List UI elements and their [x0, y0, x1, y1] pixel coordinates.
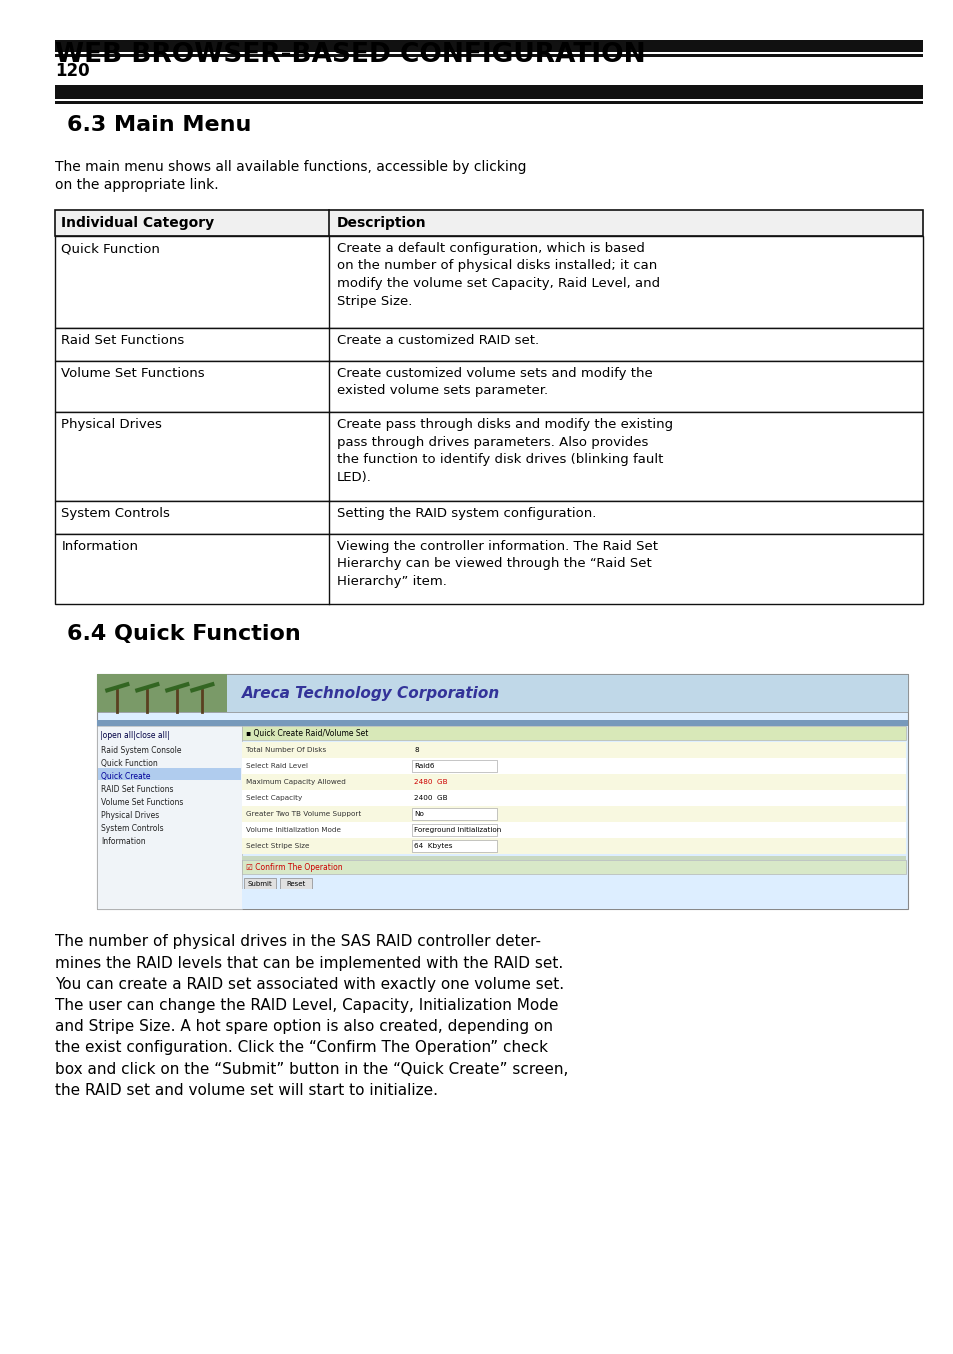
Text: Viewing the controller information. The Raid Set
Hierarchy can be viewed through: Viewing the controller information. The … — [336, 540, 658, 588]
Text: Information: Information — [61, 540, 138, 552]
Bar — [242, 890, 905, 910]
Text: Setting the RAID system configuration.: Setting the RAID system configuration. — [336, 508, 596, 520]
Bar — [55, 54, 923, 57]
Text: Areca Technology Corporation: Areca Technology Corporation — [242, 685, 500, 701]
Bar — [242, 791, 905, 806]
Text: on the appropriate link.: on the appropriate link. — [55, 177, 219, 192]
Bar — [55, 85, 923, 99]
Text: Create pass through disks and modify the existing
pass through drives parameters: Create pass through disks and modify the… — [336, 418, 672, 483]
Text: 6.4 Quick Function: 6.4 Quick Function — [68, 624, 301, 645]
Bar — [55, 412, 923, 501]
Bar — [242, 758, 905, 774]
Text: Quick Create: Quick Create — [101, 772, 151, 781]
Bar — [55, 210, 923, 236]
Text: 6.3 Main Menu: 6.3 Main Menu — [68, 115, 252, 135]
Text: Select Capacity: Select Capacity — [246, 795, 302, 802]
Text: The number of physical drives in the SAS RAID controller deter-
mines the RAID l: The number of physical drives in the SAS… — [55, 934, 568, 1098]
Text: 2400  GB: 2400 GB — [414, 795, 448, 802]
Bar — [55, 102, 923, 104]
Text: Select Stripe Size: Select Stripe Size — [246, 844, 310, 849]
Text: RAID Set Functions: RAID Set Functions — [101, 785, 173, 795]
Text: Submit: Submit — [248, 881, 273, 887]
Bar — [412, 841, 497, 852]
Text: Create a customized RAID set.: Create a customized RAID set. — [336, 334, 538, 347]
Text: |open all|close all|: |open all|close all| — [100, 731, 170, 741]
Text: ☑ Confirm The Operation: ☑ Confirm The Operation — [246, 862, 342, 872]
Bar — [55, 533, 923, 604]
Text: Quick Function: Quick Function — [61, 242, 160, 255]
Bar — [242, 774, 905, 791]
Bar — [242, 742, 905, 758]
Text: 8: 8 — [414, 747, 418, 753]
Bar — [97, 726, 242, 910]
Bar — [242, 856, 905, 860]
Text: Description: Description — [336, 217, 426, 230]
Bar — [242, 860, 905, 875]
Text: Raid Set Functions: Raid Set Functions — [61, 334, 184, 347]
Text: System Controls: System Controls — [101, 825, 164, 833]
Text: WEB BROWSER-BASED CONFIGURATION: WEB BROWSER-BASED CONFIGURATION — [55, 42, 645, 68]
Text: Create a default configuration, which is based
on the number of physical disks i: Create a default configuration, which is… — [336, 242, 659, 307]
Bar — [242, 838, 905, 854]
Text: 64  Kbytes: 64 Kbytes — [414, 844, 453, 849]
Bar — [97, 674, 907, 910]
Bar — [242, 806, 905, 822]
Text: System Controls: System Controls — [61, 508, 170, 520]
Bar — [244, 879, 276, 890]
Text: The main menu shows all available functions, accessible by clicking: The main menu shows all available functi… — [55, 160, 526, 175]
Bar — [242, 726, 905, 741]
Text: ▪ Quick Create Raid/Volume Set: ▪ Quick Create Raid/Volume Set — [246, 728, 368, 738]
Text: No: No — [414, 811, 424, 818]
Bar — [55, 328, 923, 360]
Bar — [97, 720, 907, 726]
Text: Physical Drives: Physical Drives — [61, 418, 162, 431]
Bar — [242, 822, 905, 838]
Text: 120: 120 — [55, 62, 90, 80]
Bar — [97, 674, 907, 712]
Text: Physical Drives: Physical Drives — [101, 811, 159, 821]
Bar — [412, 825, 497, 837]
Bar — [55, 501, 923, 533]
Text: Individual Category: Individual Category — [61, 217, 214, 230]
Text: Reset: Reset — [287, 881, 306, 887]
Bar — [412, 761, 497, 772]
Text: Create customized volume sets and modify the
existed volume sets parameter.: Create customized volume sets and modify… — [336, 367, 652, 397]
Text: 2480  GB: 2480 GB — [414, 780, 448, 785]
Bar — [280, 879, 312, 890]
Text: Total Number Of Disks: Total Number Of Disks — [246, 747, 326, 753]
Bar — [98, 768, 241, 780]
Text: Greater Two TB Volume Support: Greater Two TB Volume Support — [246, 811, 361, 818]
Bar — [97, 674, 227, 712]
Text: Foreground Initialization: Foreground Initialization — [414, 827, 501, 833]
Text: Maximum Capacity Allowed: Maximum Capacity Allowed — [246, 780, 346, 785]
Bar — [55, 360, 923, 412]
Text: Volume Set Functions: Volume Set Functions — [101, 799, 184, 807]
Text: Volume Set Functions: Volume Set Functions — [61, 367, 205, 379]
Text: Raid System Console: Raid System Console — [101, 746, 182, 756]
Text: Volume Initialization Mode: Volume Initialization Mode — [246, 827, 341, 833]
Text: Quick Function: Quick Function — [101, 760, 158, 768]
Bar — [55, 41, 923, 51]
Bar — [412, 808, 497, 821]
Text: Information: Information — [101, 837, 146, 846]
Text: Raid6: Raid6 — [414, 764, 435, 769]
Bar — [55, 236, 923, 328]
Text: Select Raid Level: Select Raid Level — [246, 764, 308, 769]
